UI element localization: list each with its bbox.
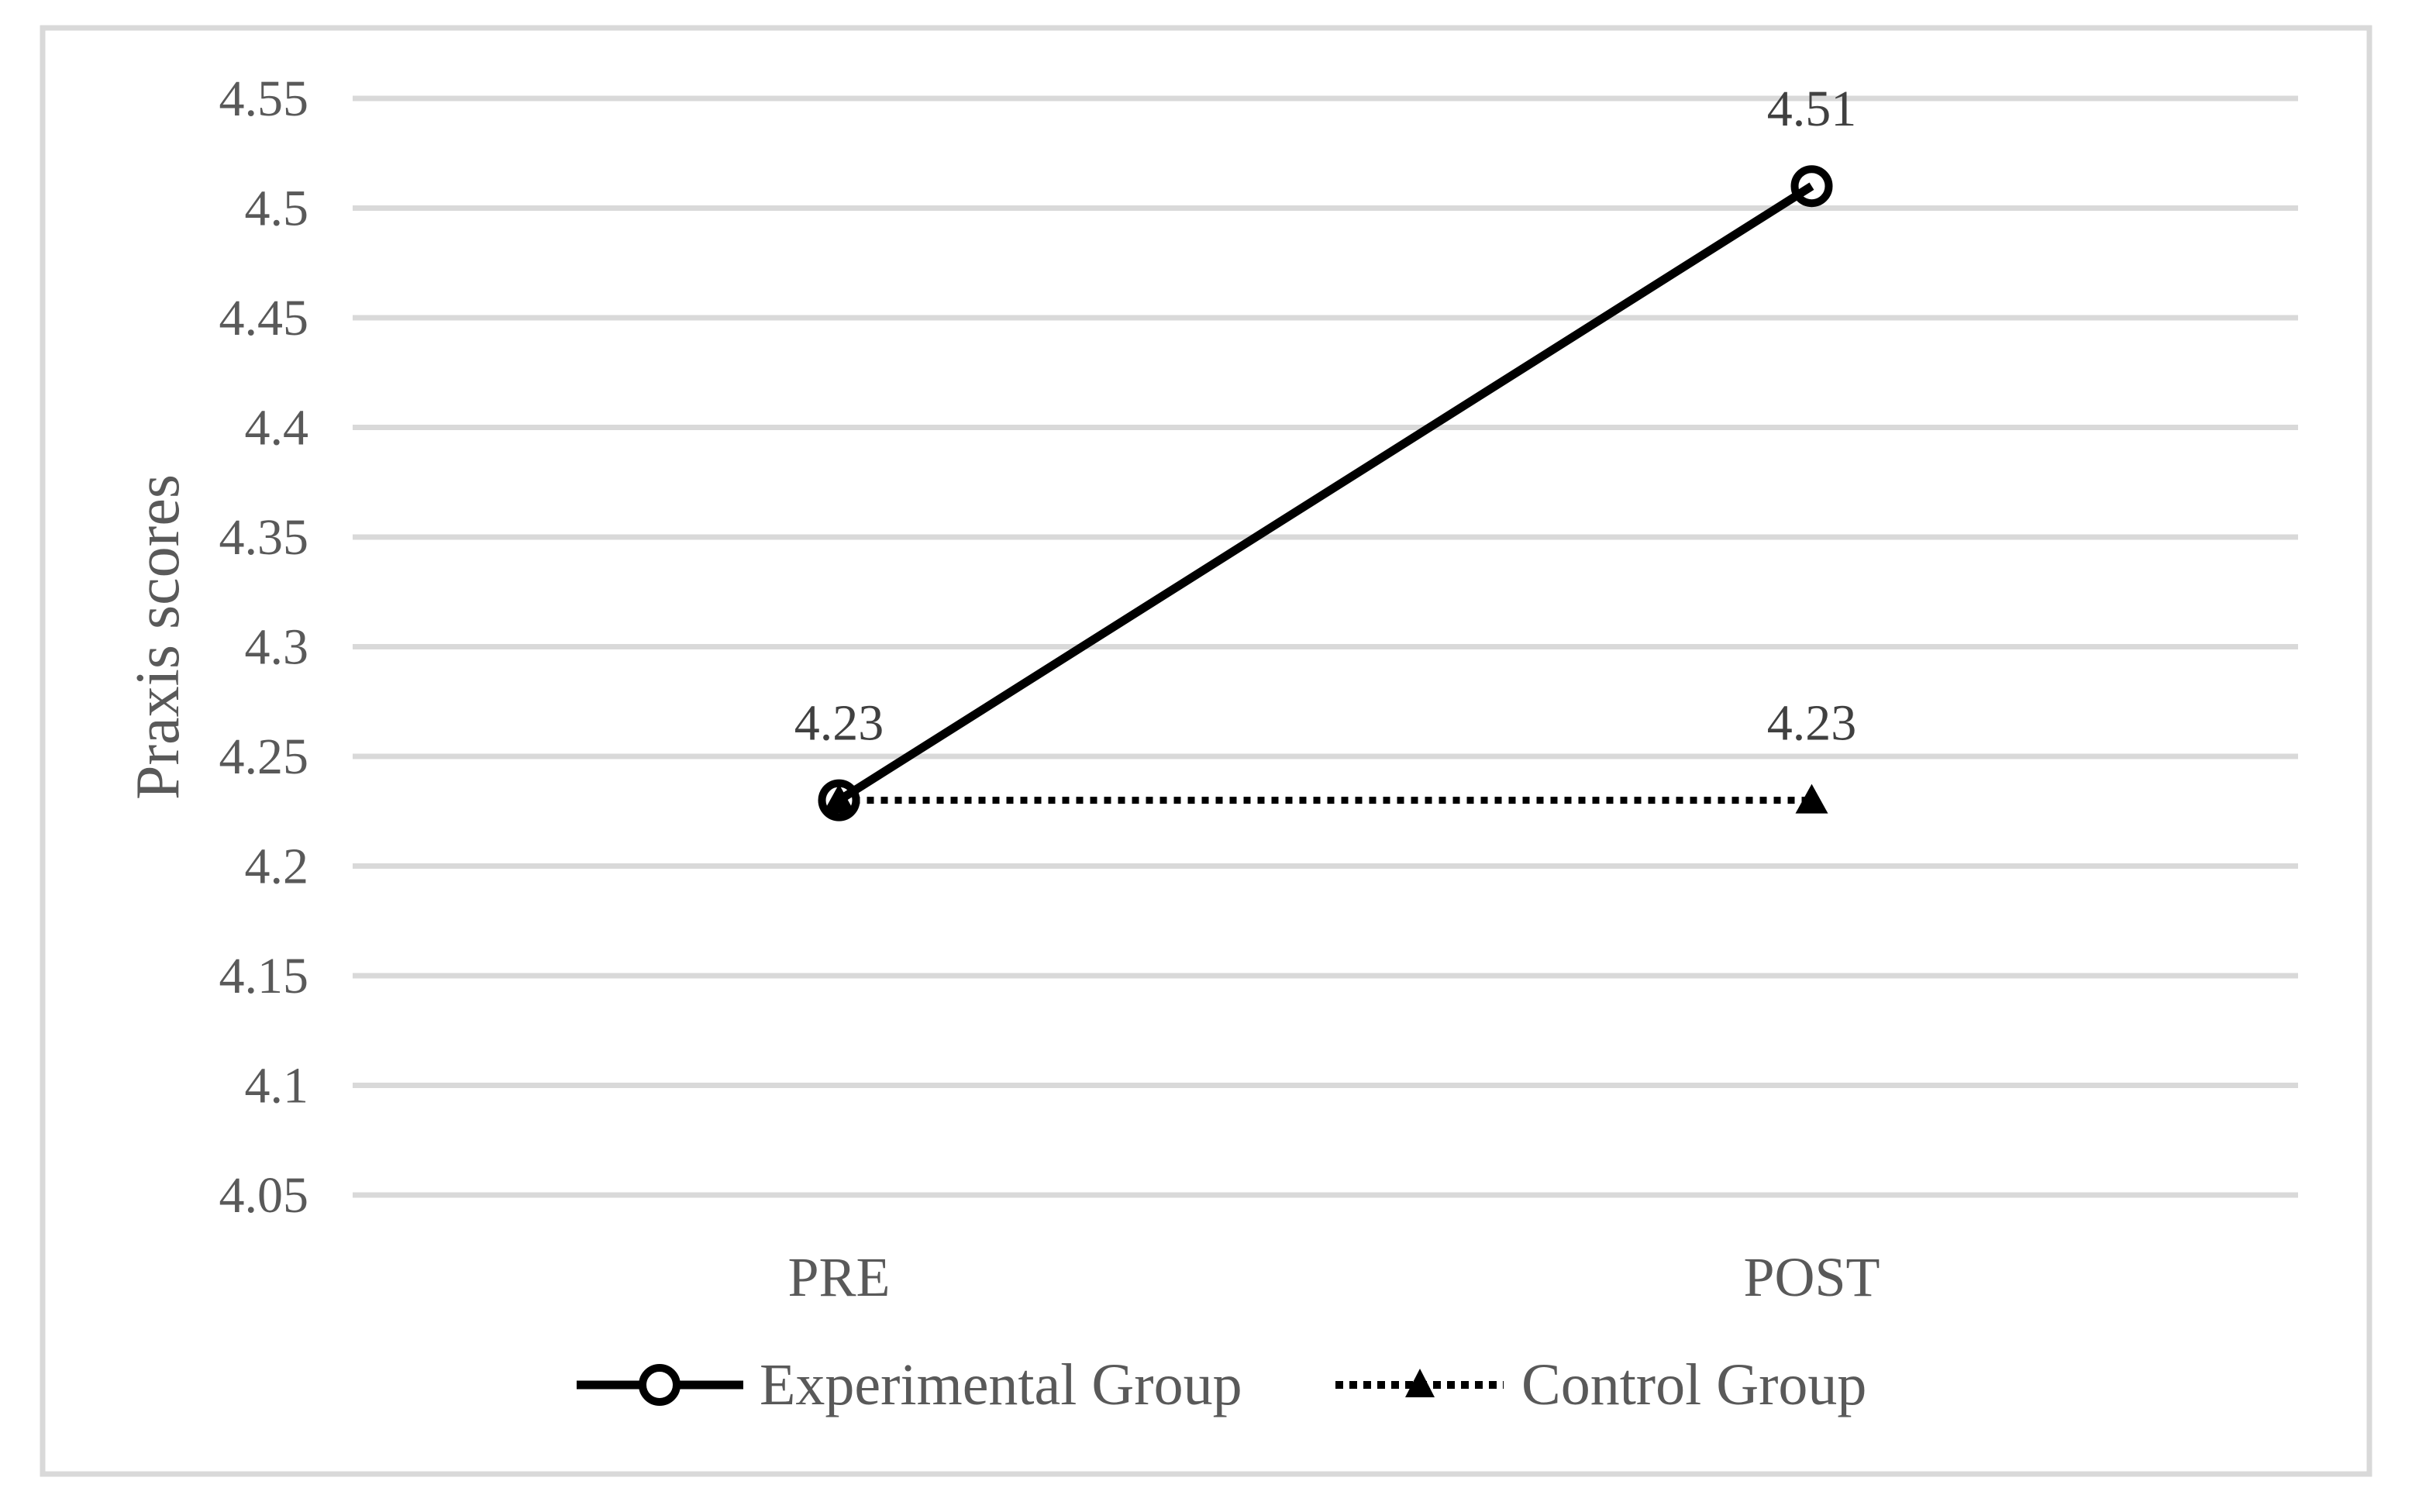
y-tick-label: 4.15 bbox=[219, 948, 309, 1004]
series-markers bbox=[818, 165, 1833, 821]
y-tick-label: 4.1 bbox=[245, 1058, 309, 1114]
marker-filled-triangle-control-group bbox=[822, 784, 856, 814]
legend: Experimental Group Control Group bbox=[577, 1352, 1866, 1417]
data-labels: 4.23 4.23 4.51 bbox=[794, 81, 1857, 751]
y-tick-label: 4.5 bbox=[245, 181, 309, 237]
series-line-experimental-group bbox=[836, 182, 1814, 804]
data-label-experimental-group: 4.51 bbox=[1767, 81, 1857, 137]
series-lines bbox=[836, 182, 1814, 804]
y-tick-label: 4.45 bbox=[219, 290, 309, 346]
legend-filled-triangle-icon bbox=[1405, 1369, 1435, 1397]
y-tick-label: 4.55 bbox=[219, 71, 309, 127]
y-tick-label: 4.2 bbox=[245, 839, 309, 895]
data-label-experimental-group: 4.23 bbox=[794, 695, 884, 752]
gridlines bbox=[353, 95, 2298, 1198]
y-tick-label: 4.05 bbox=[219, 1167, 309, 1224]
y-axis-title: Praxis scores bbox=[124, 474, 192, 800]
x-category-label: PRE bbox=[787, 1246, 890, 1308]
y-tick-label: 4.3 bbox=[245, 619, 309, 676]
y-axis-tick-labels: 4.55 4.5 4.45 4.4 4.35 4.3 4.25 4.2 4.15 4.1 4.05 bbox=[219, 71, 309, 1224]
x-axis-category-labels: PRE POST bbox=[787, 1246, 1880, 1308]
legend-open-circle-icon bbox=[639, 1364, 681, 1406]
legend-label-control: Control Group bbox=[1521, 1352, 1866, 1417]
marker-filled-triangle-control-group bbox=[1795, 784, 1828, 814]
chart-border bbox=[40, 25, 2372, 1477]
marker-open-circle-experimental-group bbox=[818, 779, 860, 821]
y-tick-label: 4.35 bbox=[219, 509, 309, 566]
x-category-label: POST bbox=[1743, 1246, 1880, 1308]
marker-open-circle-experimental-group bbox=[1790, 165, 1833, 208]
legend-label-experimental: Experimental Group bbox=[760, 1352, 1242, 1417]
y-tick-label: 4.4 bbox=[245, 400, 309, 456]
y-tick-label: 4.25 bbox=[219, 728, 309, 785]
data-label-control-group: 4.23 bbox=[1767, 695, 1857, 752]
